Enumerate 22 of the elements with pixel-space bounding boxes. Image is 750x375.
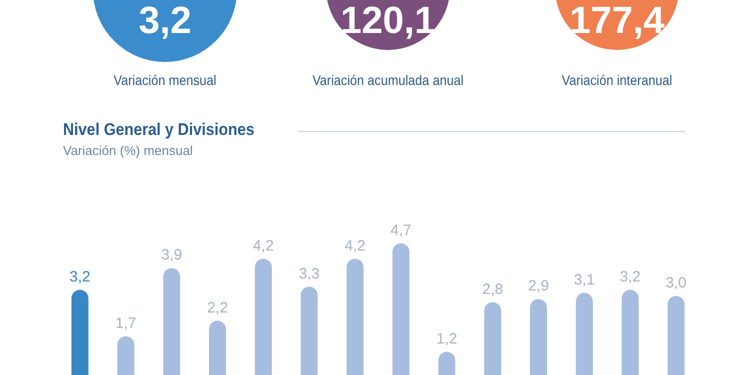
data-label: 3,0 <box>666 274 686 292</box>
chart-title: Nivel General y Divisiones <box>63 120 254 140</box>
data-label: 4,7 <box>390 222 412 239</box>
text: 3,2 <box>138 0 192 42</box>
data-label: 4,2 <box>344 237 366 254</box>
data-label: 1,2 <box>436 330 458 348</box>
data-label: 2,2 <box>207 299 228 316</box>
data-label: 2,8 <box>482 280 504 298</box>
text: 177,4 <box>569 0 665 42</box>
text: 120,1 <box>340 0 436 42</box>
data-label: 3,2 <box>70 268 90 286</box>
data-label: 1,7 <box>115 314 136 332</box>
data-label: 3,3 <box>298 265 320 282</box>
data-label: 4,2 <box>252 237 274 254</box>
category-label: Variación acumulada anual <box>311 72 465 88</box>
data-label: 2,9 <box>528 278 549 295</box>
category-label: Variación mensual <box>112 72 218 88</box>
category-label: Variación interanual <box>560 72 674 88</box>
data-label: 3,2 <box>620 268 641 286</box>
data-label: 3,9 <box>161 246 182 264</box>
chart-subtitle: Variación (%) mensual <box>63 143 193 158</box>
data-label: 3,1 <box>574 272 595 289</box>
